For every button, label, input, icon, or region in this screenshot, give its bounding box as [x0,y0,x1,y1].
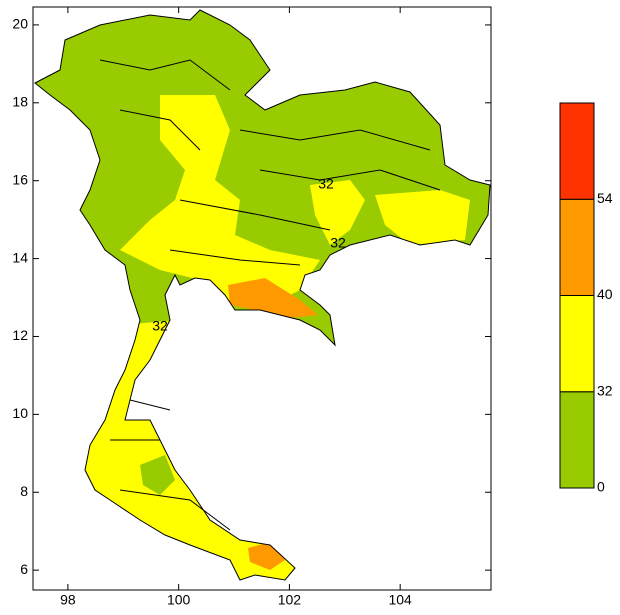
x-tick-label: 100 [167,592,191,608]
x-tick-label: 98 [60,592,76,608]
contour-label: 32 [330,235,346,251]
y-tick-label: 20 [12,16,28,32]
y-tick-label: 6 [20,561,28,577]
colorbar-segment [559,102,595,200]
fill-mid [120,95,320,310]
colorbar-segment [559,198,595,296]
x-tick-label: 102 [278,592,302,608]
province-borders [99,59,441,531]
x-tick-label: 104 [388,592,412,608]
colorbar-segment [559,295,595,393]
contour-label: 32 [318,176,334,192]
y-tick-label: 8 [20,483,28,499]
plot-frame [32,6,492,591]
y-tick-label: 16 [12,171,28,187]
fill-mid [375,190,470,245]
contour-label: 32 [152,318,168,334]
y-tick-label: 12 [12,327,28,343]
fill-low [140,455,175,495]
colorbar-label: 40 [597,286,613,302]
colorbar-segment [559,391,595,489]
y-tick-label: 14 [12,249,28,265]
colorbar-label: 32 [597,382,613,398]
y-tick-label: 10 [12,405,28,421]
colorbar-label: 0 [597,479,605,495]
y-tick-label: 18 [12,94,28,110]
colorbar-label: 54 [597,190,613,206]
fill-high [228,278,318,318]
